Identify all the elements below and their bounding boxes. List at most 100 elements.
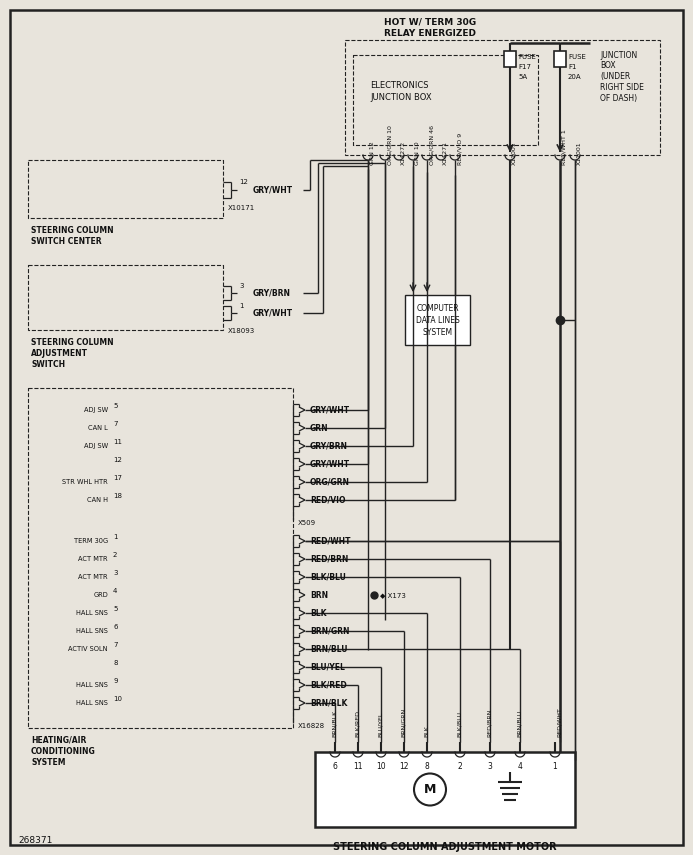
Text: BLU/YEL: BLU/YEL <box>378 711 383 737</box>
Text: SYSTEM: SYSTEM <box>423 327 453 337</box>
Text: X16828: X16828 <box>298 723 325 729</box>
Text: OF DASH): OF DASH) <box>600 95 637 103</box>
Bar <box>405 295 470 345</box>
Text: X509: X509 <box>298 520 316 526</box>
Text: ORG/GRN 46: ORG/GRN 46 <box>429 125 434 165</box>
Text: BLK: BLK <box>424 725 429 737</box>
Text: ADJUSTMENT: ADJUSTMENT <box>31 349 88 357</box>
Bar <box>353 55 538 145</box>
Text: CAN H: CAN H <box>87 497 108 503</box>
Text: RELAY ENERGIZED: RELAY ENERGIZED <box>384 28 476 38</box>
Text: HALL SNS: HALL SNS <box>76 700 108 706</box>
Text: 3: 3 <box>488 762 493 770</box>
Text: HEATING/AIR: HEATING/AIR <box>31 735 87 745</box>
Text: GRY/WHT: GRY/WHT <box>253 186 293 194</box>
Text: FUSE: FUSE <box>568 54 586 60</box>
Bar <box>504 51 516 67</box>
Text: CAN L: CAN L <box>88 425 108 431</box>
Text: RED/VIO 9: RED/VIO 9 <box>457 133 462 165</box>
Text: ADJ SW: ADJ SW <box>84 407 108 413</box>
Text: STR WHL HTR: STR WHL HTR <box>62 479 108 485</box>
Text: 8: 8 <box>425 762 430 770</box>
Text: 7: 7 <box>113 642 118 648</box>
Text: BLK/RED: BLK/RED <box>310 681 346 689</box>
Text: ADJ SW: ADJ SW <box>84 443 108 449</box>
Text: X11001: X11001 <box>577 141 582 165</box>
Text: BLK/BLU: BLK/BLU <box>310 573 346 581</box>
Text: RED/WHT 1: RED/WHT 1 <box>562 129 567 165</box>
Text: BLU/YEL: BLU/YEL <box>310 663 345 671</box>
Text: 5: 5 <box>113 606 117 612</box>
Text: RIGHT SIDE: RIGHT SIDE <box>600 84 644 92</box>
Text: 1: 1 <box>239 303 243 309</box>
Text: CONDITIONING: CONDITIONING <box>31 746 96 756</box>
Bar <box>28 160 223 218</box>
Text: DATA LINES: DATA LINES <box>416 315 459 325</box>
Text: GRY/WHT: GRY/WHT <box>310 459 350 469</box>
Bar <box>28 388 293 728</box>
Text: 12: 12 <box>113 457 122 463</box>
Text: GRN: GRN <box>310 423 328 433</box>
Text: GRY/WHT: GRY/WHT <box>253 309 293 317</box>
Text: 8: 8 <box>113 660 118 666</box>
Text: 3: 3 <box>113 570 118 576</box>
Text: BRN/GRN: BRN/GRN <box>310 627 349 635</box>
Text: F17: F17 <box>518 64 531 70</box>
Text: SWITCH CENTER: SWITCH CENTER <box>31 237 102 245</box>
Text: HOT W/ TERM 30G: HOT W/ TERM 30G <box>384 17 476 27</box>
Text: RED/VIO: RED/VIO <box>310 496 346 504</box>
Text: HALL SNS: HALL SNS <box>76 682 108 688</box>
Text: ◆ X173: ◆ X173 <box>380 592 406 598</box>
Text: COMPUTER: COMPUTER <box>416 304 459 312</box>
Text: 268371: 268371 <box>18 835 53 845</box>
Bar <box>345 40 660 155</box>
Text: 17: 17 <box>113 475 122 481</box>
Text: 2: 2 <box>113 552 117 558</box>
Text: 20A: 20A <box>568 74 581 80</box>
Bar <box>554 51 566 67</box>
Text: 1: 1 <box>552 762 557 770</box>
Text: 4: 4 <box>518 762 523 770</box>
Text: SWITCH: SWITCH <box>31 359 65 369</box>
Text: 1: 1 <box>113 534 118 540</box>
Text: X18093: X18093 <box>228 328 255 334</box>
Text: HALL SNS: HALL SNS <box>76 610 108 616</box>
Text: ACT MTR: ACT MTR <box>78 574 108 580</box>
Text: ELECTRONICS: ELECTRONICS <box>370 80 428 90</box>
Text: BLK/BLU: BLK/BLU <box>457 711 462 737</box>
Text: STEERING COLUMN: STEERING COLUMN <box>31 226 114 234</box>
Text: BOX: BOX <box>600 62 615 70</box>
Text: 6: 6 <box>333 762 337 770</box>
Text: SYSTEM: SYSTEM <box>31 758 66 766</box>
Text: 18: 18 <box>113 493 122 499</box>
Text: (UNDER: (UNDER <box>600 73 630 81</box>
Text: BLK/RED: BLK/RED <box>355 710 360 737</box>
Text: BRN: BRN <box>310 591 328 599</box>
Text: JUNCTION: JUNCTION <box>600 50 638 60</box>
Text: BRN/GRN: BRN/GRN <box>401 708 406 737</box>
Text: STEERING COLUMN ADJUSTMENT MOTOR: STEERING COLUMN ADJUSTMENT MOTOR <box>333 842 556 852</box>
Text: 4: 4 <box>113 588 117 594</box>
Text: STEERING COLUMN: STEERING COLUMN <box>31 338 114 346</box>
Text: RED/BRN: RED/BRN <box>487 709 492 737</box>
Text: BRN/BLU: BRN/BLU <box>310 645 347 653</box>
Text: JUNCTION BOX: JUNCTION BOX <box>370 92 432 102</box>
Text: ACT MTR: ACT MTR <box>78 556 108 562</box>
Text: RED/BRN: RED/BRN <box>310 555 349 563</box>
Text: FUSE: FUSE <box>518 54 536 60</box>
Text: BRN/BLK: BRN/BLK <box>310 699 347 707</box>
Text: ACTIV SOLN: ACTIV SOLN <box>69 646 108 652</box>
Text: HALL SNS: HALL SNS <box>76 628 108 634</box>
Bar <box>28 265 223 330</box>
Text: 12: 12 <box>239 179 248 185</box>
Text: 11: 11 <box>113 439 122 445</box>
Text: BLK: BLK <box>310 609 326 617</box>
Bar <box>315 752 575 827</box>
Text: 10: 10 <box>376 762 386 770</box>
Text: X14271: X14271 <box>443 141 448 165</box>
Text: 7: 7 <box>113 421 118 427</box>
Text: 11: 11 <box>353 762 362 770</box>
Text: TERM 30G: TERM 30G <box>74 538 108 544</box>
Text: F1: F1 <box>568 64 577 70</box>
Text: GRD: GRD <box>94 592 108 598</box>
